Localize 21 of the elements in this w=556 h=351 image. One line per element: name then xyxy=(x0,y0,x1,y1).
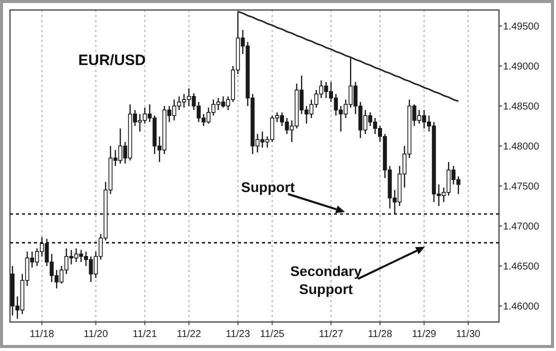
y-tick-label: 1.48500 xyxy=(503,102,540,112)
y-tick-label: 1.46500 xyxy=(503,262,540,272)
y-tick-label: 1.49500 xyxy=(503,22,540,32)
x-tick-label: 11/30 xyxy=(456,329,481,340)
y-tick-label: 1.49000 xyxy=(503,62,540,72)
y-tick-label: 1.47000 xyxy=(503,222,540,232)
y-tick-label: 1.48000 xyxy=(503,142,540,152)
x-tick-label: 11/27 xyxy=(318,329,344,340)
x-tick-label: 11/28 xyxy=(368,329,393,340)
x-tick-label: 11/25 xyxy=(260,329,285,340)
x-tick-label: 11/20 xyxy=(84,329,108,340)
x-tick-label: 11/21 xyxy=(132,329,158,340)
x-tick-label: 11/22 xyxy=(176,329,202,340)
x-tick-label: 11/29 xyxy=(412,329,437,340)
ref-line-label: Support xyxy=(241,179,296,195)
y-tick-label: 1.47500 xyxy=(503,182,540,192)
y-tick-label: 1.46000 xyxy=(503,302,540,312)
text: EUR/USD xyxy=(78,52,146,69)
x-tick-label: 11/23 xyxy=(226,329,250,340)
x-tick-label: 11/18 xyxy=(30,329,54,340)
ref-line-label: Secondary Support xyxy=(290,262,362,297)
